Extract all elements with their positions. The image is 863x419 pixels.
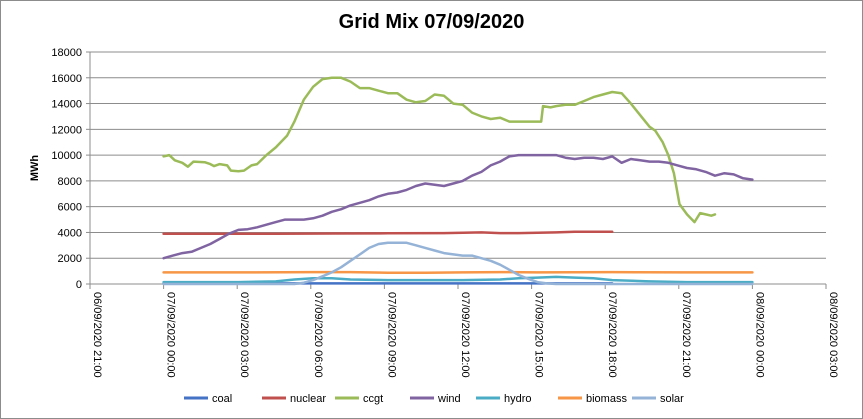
legend-label-wind: wind	[437, 393, 461, 405]
x-tick-label: 07/09/2020 06:00	[312, 292, 324, 378]
y-tick-label: 0	[76, 279, 82, 291]
series-line-hydro	[162, 275, 754, 284]
y-tick-label: 2000	[58, 253, 82, 265]
legend-label-ccgt: ccgt	[363, 393, 383, 405]
legend-label-nuclear: nuclear	[290, 393, 326, 405]
chart-title: Grid Mix 07/09/2020	[338, 11, 525, 33]
series-line-wind	[162, 153, 754, 260]
series-line-biomass	[162, 270, 754, 274]
legend-label-hydro: hydro	[504, 393, 532, 405]
x-tick-labels: 06/09/2020 21:00 07/09/2020 00:00 07/09/20…	[91, 292, 839, 378]
legend-label-biomass: biomass	[586, 393, 627, 405]
axes	[86, 51, 827, 289]
y-tick-label: 14000	[51, 99, 82, 111]
x-tick-label: 06/09/2020 21:00	[91, 292, 103, 378]
x-tick-label: 07/09/2020 09:00	[385, 292, 397, 378]
series-lines	[162, 76, 754, 286]
x-tick-label: 08/09/2020 00:00	[753, 292, 765, 378]
y-tick-label: 4000	[58, 227, 82, 239]
y-tick-label: 8000	[58, 176, 82, 188]
legend-label-coal: coal	[212, 393, 232, 405]
y-tick-label: 10000	[51, 150, 82, 162]
x-tick-label: 08/09/2020 03:00	[827, 292, 839, 378]
y-tick-label: 12000	[51, 124, 82, 136]
legend: coal nuclear ccgt wind hydro biomass solar	[184, 393, 684, 405]
y-tick-label: 6000	[58, 202, 82, 214]
y-tick-labels: 0 2000 4000 6000 8000 10000 12000 14000 16000 180…	[51, 47, 82, 291]
x-tick-label: 07/09/2020 03:00	[238, 292, 250, 378]
y-tick-label: 16000	[51, 73, 82, 85]
legend-label-solar: solar	[660, 393, 684, 405]
series-line-nuclear	[162, 230, 614, 235]
y-tick-label: 18000	[51, 47, 82, 59]
x-tick-label: 07/09/2020 18:00	[606, 292, 618, 378]
series-line-ccgt	[162, 76, 717, 224]
x-tick-label: 07/09/2020 00:00	[165, 292, 177, 378]
series-line-solar	[162, 241, 754, 286]
x-tick-label: 07/09/2020 12:00	[459, 292, 471, 378]
x-tick-label: 07/09/2020 15:00	[533, 292, 545, 378]
y-axis-title: MWh	[29, 155, 41, 182]
x-tick-label: 07/09/2020 21:00	[680, 292, 692, 378]
